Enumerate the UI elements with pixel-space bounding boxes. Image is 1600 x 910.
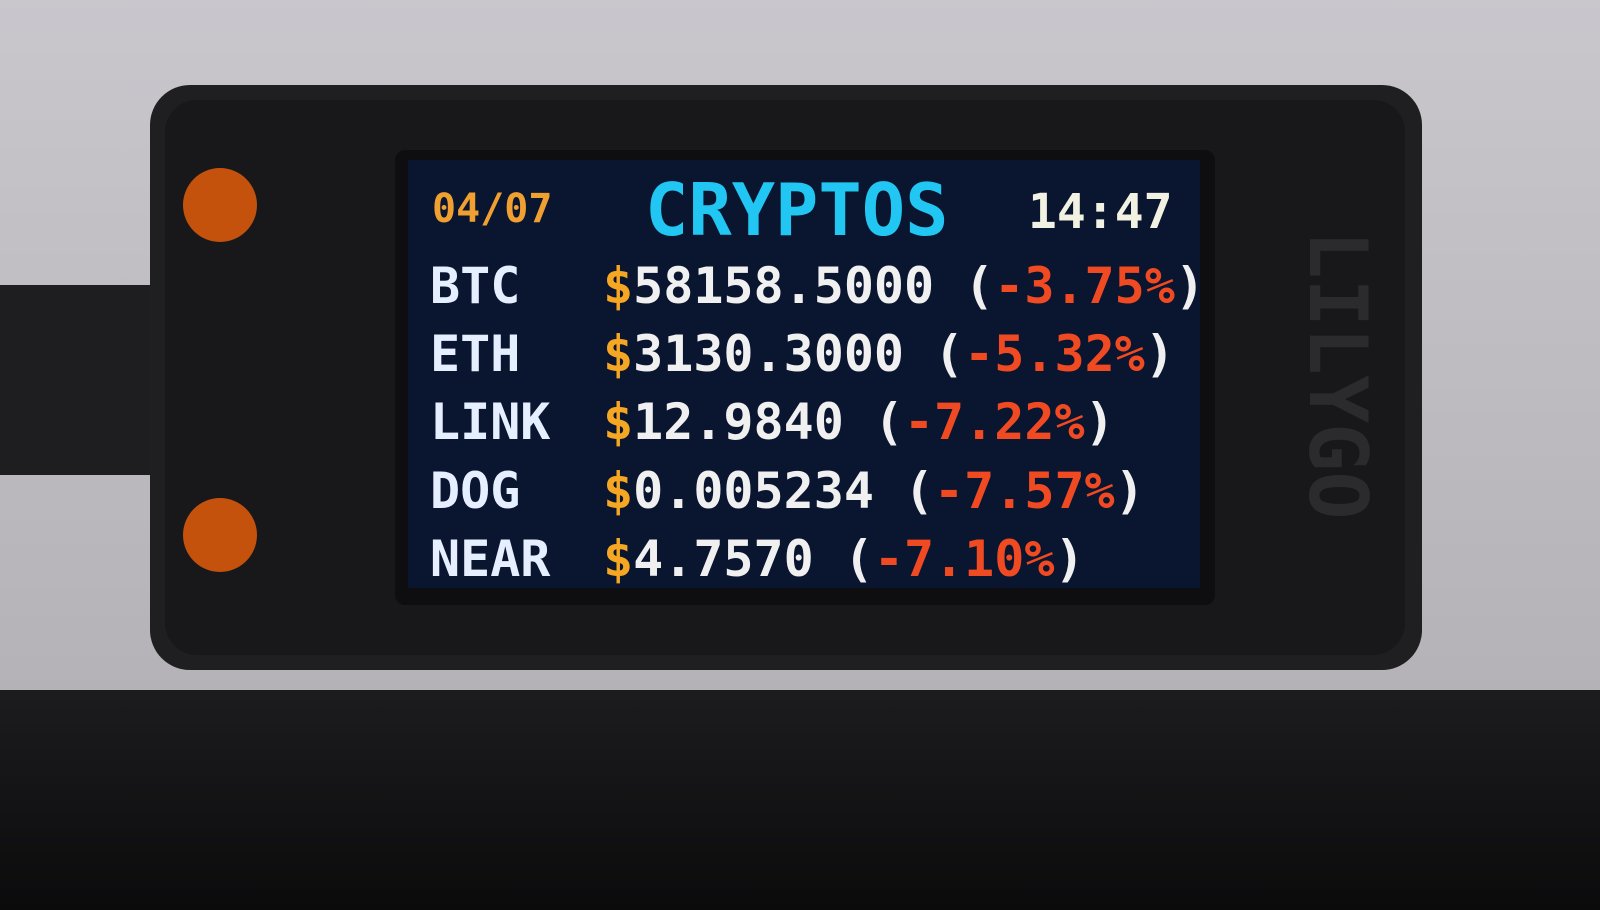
change: -5.32% [964, 325, 1145, 383]
bracket: ( [934, 325, 964, 383]
time: 14:47 [1028, 184, 1173, 240]
bracket: ) [1175, 257, 1205, 315]
coin-symbol: DOG [430, 462, 520, 520]
change: -7.57% [934, 462, 1115, 520]
brand: LILYGO [1291, 231, 1384, 520]
button[interactable] [183, 168, 257, 242]
currency-symbol: $ [603, 530, 633, 588]
change: -3.75% [994, 257, 1175, 315]
currency-symbol: $ [603, 257, 633, 315]
coin-symbol: ETH [430, 325, 520, 383]
price-line: $12.9840 (-7.22%) [603, 393, 1115, 451]
price: 58158.5000 [633, 257, 934, 315]
desk [0, 690, 1600, 910]
price-line: $58158.5000 (-3.75%) [603, 257, 1205, 315]
price-line: $4.7570 (-7.10%) [603, 530, 1085, 588]
change: -7.10% [874, 530, 1055, 588]
bracket: ( [874, 393, 904, 451]
price-line: $3130.3000 (-5.32%) [603, 325, 1175, 383]
currency-symbol: $ [603, 325, 633, 383]
price: 4.7570 [633, 530, 814, 588]
bracket: ) [1115, 462, 1145, 520]
button[interactable] [183, 498, 257, 572]
bracket: ) [1085, 393, 1115, 451]
bracket: ( [844, 530, 874, 588]
screen [408, 160, 1200, 588]
coin-symbol: NEAR [430, 530, 551, 588]
price: 12.9840 [633, 393, 844, 451]
price: 3130.3000 [633, 325, 904, 383]
bracket: ( [964, 257, 994, 315]
change: -7.22% [904, 393, 1085, 451]
coin-symbol: LINK [430, 393, 550, 451]
bracket: ) [1054, 530, 1084, 588]
currency-symbol: $ [603, 393, 633, 451]
coin-symbol: BTC [430, 257, 520, 315]
currency-symbol: $ [603, 462, 633, 520]
date: 04/07 [432, 186, 552, 232]
title: CRYPTOS [645, 168, 948, 252]
price: 0.005234 [633, 462, 874, 520]
price-line: $0.005234 (-7.57%) [603, 462, 1145, 520]
bracket: ) [1145, 325, 1175, 383]
bracket: ( [904, 462, 934, 520]
